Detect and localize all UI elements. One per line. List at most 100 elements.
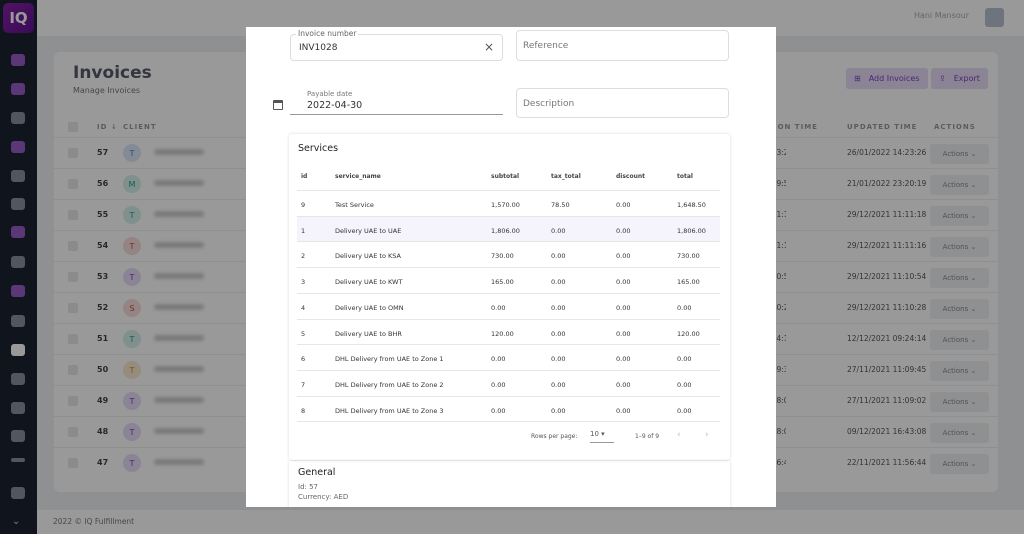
actions-dropdown[interactable]: Actions ⌄	[930, 268, 989, 288]
updated-time: 29/12/2021 11:11:16	[847, 241, 927, 250]
service-row[interactable]: 8 DHL Delivery from UAE to Zone 3 0.00 0.00…	[297, 395, 720, 422]
row-checkbox[interactable]	[68, 365, 78, 375]
invoice-number-label: Invoice number	[296, 29, 359, 38]
row-id: 53	[97, 272, 109, 281]
transfer-icon[interactable]	[11, 285, 25, 297]
actions-dropdown[interactable]: Actions ⌄	[930, 237, 989, 257]
updated-time: 27/11/2021 11:09:45	[847, 365, 927, 374]
actions-dropdown[interactable]: Actions ⌄	[930, 454, 989, 474]
service-cell: 3	[301, 278, 306, 287]
service-cell: 6	[301, 355, 306, 364]
updated-time: 09/12/2021 16:43:08	[847, 427, 927, 436]
app-logo[interactable]: IQ	[3, 3, 34, 33]
row-checkbox[interactable]	[68, 272, 78, 282]
row-id: 54	[97, 241, 109, 250]
service-row[interactable]: 2 Delivery UAE to KSA 730.00 0.00 0.00 730.00	[297, 241, 720, 267]
footer: 2022 © IQ Fulfillment	[37, 510, 1024, 534]
more-icon[interactable]	[11, 458, 25, 462]
service-row[interactable]: 6 DHL Delivery from UAE to Zone 1 0.00 0.00…	[297, 344, 720, 370]
next-page-icon[interactable]: ›	[705, 430, 709, 440]
service-row[interactable]: 4 Delivery UAE to OMN 0.00 0.00 0.00 0.00	[297, 292, 720, 319]
service-cell: 78.50	[551, 201, 570, 209]
client-avatar: T	[123, 206, 141, 224]
code-icon[interactable]	[11, 430, 25, 442]
dashboard-icon[interactable]	[11, 54, 25, 66]
row-checkbox[interactable]	[68, 458, 78, 468]
row-id: 56	[97, 179, 109, 188]
footer-year: 2022 ©	[53, 517, 82, 526]
row-checkbox[interactable]	[68, 427, 78, 437]
actions-dropdown[interactable]: Actions ⌄	[930, 206, 989, 226]
row-checkbox[interactable]	[68, 210, 78, 220]
add-invoices-button[interactable]: ⊞ Add Invoices	[846, 68, 928, 89]
select-all-checkbox[interactable]	[68, 122, 78, 132]
service-cell: 1	[301, 226, 306, 235]
row-checkbox[interactable]	[68, 334, 78, 344]
divider	[297, 421, 720, 423]
user-name[interactable]: Hani Mansour	[913, 11, 969, 20]
service-cell: 0.00	[616, 303, 631, 312]
actions-dropdown[interactable]: Actions ⌄	[930, 392, 989, 412]
header-updated[interactable]: UPDATED TIME	[847, 123, 918, 131]
calendar-icon[interactable]	[273, 100, 283, 110]
service-row[interactable]: 1 Delivery UAE to UAE 1,806.00 0.00 0.00 1,80…	[297, 215, 720, 242]
service-cell: 1,806.00	[677, 226, 706, 235]
chevron-down-icon[interactable]: ⌄	[12, 516, 21, 527]
row-id: 51	[97, 334, 109, 343]
invoice-modal: Invoice number INV1028 × Reference Payab…	[246, 27, 776, 507]
description-field[interactable]: Description	[516, 88, 729, 118]
payable-date-field[interactable]: Payable date 2022-04-30	[273, 87, 503, 115]
add-icon: ⊞	[854, 74, 861, 83]
invoices-icon[interactable]	[11, 344, 25, 356]
service-row[interactable]: 9 Test Service 1,570.00 78.50 0.00 1,648.50	[297, 190, 720, 216]
actions-dropdown[interactable]: Actions ⌄	[930, 423, 989, 443]
shipping-icon[interactable]	[11, 256, 25, 268]
service-row[interactable]: 7 DHL Delivery from UAE to Zone 2 0.00 0.00…	[297, 369, 720, 396]
services-header-subtotal: subtotal	[491, 173, 520, 180]
row-id: 55	[97, 210, 109, 219]
row-checkbox[interactable]	[68, 396, 78, 406]
actions-dropdown[interactable]: Actions ⌄	[930, 361, 989, 381]
users-icon[interactable]	[11, 112, 25, 124]
row-checkbox[interactable]	[68, 303, 78, 313]
location-icon[interactable]	[11, 141, 25, 153]
updated-time: 12/12/2021 09:24:14	[847, 334, 927, 343]
client-name-blurred	[154, 397, 204, 403]
header-client[interactable]: CLIENT	[123, 123, 157, 131]
header-created[interactable]: CREATION TIME	[744, 123, 818, 131]
actions-dropdown[interactable]: Actions ⌄	[930, 144, 989, 164]
box-icon[interactable]	[11, 198, 25, 210]
service-cell: 9	[301, 201, 306, 209]
row-checkbox[interactable]	[68, 241, 78, 251]
service-cell: 0.00	[491, 355, 506, 364]
inventory-icon[interactable]	[11, 315, 25, 327]
service-row[interactable]: 3 Delivery UAE to KWT 165.00 0.00 0.00 165.00	[297, 267, 720, 293]
integrations-icon[interactable]	[11, 83, 25, 95]
actions-dropdown[interactable]: Actions ⌄	[930, 175, 989, 195]
client-avatar: T	[123, 454, 141, 472]
rows-per-page-select[interactable]: 10 ▾	[590, 430, 614, 443]
invoice-number-field[interactable]: Invoice number INV1028 ×	[290, 29, 503, 61]
client-name-blurred	[154, 366, 204, 372]
services-header-tax_total: tax_total	[551, 173, 581, 180]
service-row[interactable]: 5 Delivery UAE to BHR 120.00 0.00 0.00 120.00	[297, 318, 720, 345]
clear-icon[interactable]: ×	[483, 40, 494, 54]
export-button[interactable]: ⇪ Export	[931, 68, 988, 89]
avatar[interactable]	[985, 8, 1004, 27]
prev-page-icon[interactable]: ‹	[677, 430, 681, 440]
client-avatar: T	[123, 330, 141, 348]
actions-dropdown[interactable]: Actions ⌄	[930, 330, 989, 350]
row-checkbox[interactable]	[68, 148, 78, 158]
edit-icon[interactable]	[11, 170, 25, 182]
row-checkbox[interactable]	[68, 179, 78, 189]
reference-field[interactable]: Reference	[516, 30, 729, 61]
actions-dropdown[interactable]: Actions ⌄	[930, 299, 989, 319]
reports-icon[interactable]	[11, 402, 25, 414]
header-id[interactable]: ID ↓	[97, 123, 118, 131]
archive-icon[interactable]	[11, 487, 25, 499]
service-cell: 0.00	[677, 355, 692, 364]
store-icon[interactable]	[11, 373, 25, 385]
service-cell: 165.00	[677, 278, 700, 287]
page-title: Invoices	[73, 63, 152, 83]
phone-icon[interactable]	[11, 226, 25, 238]
